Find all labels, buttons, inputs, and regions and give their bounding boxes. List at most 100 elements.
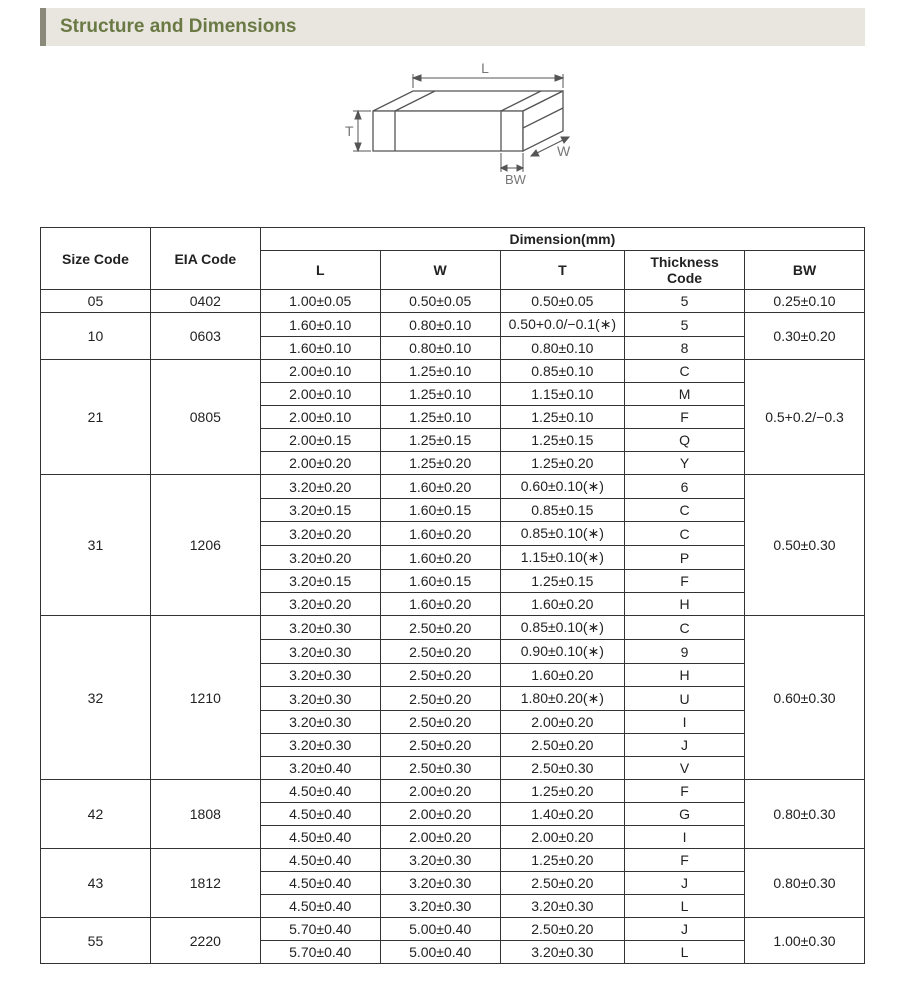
cell-eia: 0805 [150, 360, 260, 475]
cell-eia: 1206 [150, 475, 260, 616]
cell-L: 4.50±0.40 [260, 803, 380, 826]
cell-size: 05 [41, 290, 151, 313]
cell-T: 0.85±0.10(∗) [500, 522, 624, 546]
cell-eia: 0603 [150, 313, 260, 360]
cell-L: 2.00±0.10 [260, 406, 380, 429]
cell-T: 0.85±0.10 [500, 360, 624, 383]
cell-L: 4.50±0.40 [260, 872, 380, 895]
th-L: L [260, 251, 380, 290]
cell-bw: 0.5+0.2/−0.3 [745, 360, 865, 475]
table-row: 4218084.50±0.402.00±0.201.25±0.20F0.80±0… [41, 780, 865, 803]
th-tc: Thickness Code [625, 251, 745, 290]
cell-L: 4.50±0.40 [260, 849, 380, 872]
cell-tc: 6 [625, 475, 745, 499]
cell-L: 3.20±0.15 [260, 499, 380, 522]
cell-T: 3.20±0.30 [500, 941, 624, 964]
cell-size: 21 [41, 360, 151, 475]
cell-T: 0.80±0.10 [500, 337, 624, 360]
cell-L: 3.20±0.30 [260, 734, 380, 757]
cell-T: 1.25±0.20 [500, 849, 624, 872]
cell-tc: M [625, 383, 745, 406]
cell-W: 2.50±0.20 [380, 687, 500, 711]
table-row: 3212103.20±0.302.50±0.200.85±0.10(∗)C0.6… [41, 616, 865, 640]
cell-size: 10 [41, 313, 151, 360]
table-body: 0504021.00±0.050.50±0.050.50±0.0550.25±0… [41, 290, 865, 964]
cell-T: 1.25±0.15 [500, 570, 624, 593]
cell-tc: J [625, 918, 745, 941]
cell-W: 1.25±0.15 [380, 429, 500, 452]
cell-W: 2.50±0.30 [380, 757, 500, 780]
cell-size: 42 [41, 780, 151, 849]
cell-bw: 0.80±0.30 [745, 780, 865, 849]
th-eia: EIA Code [150, 228, 260, 290]
cell-W: 3.20±0.30 [380, 872, 500, 895]
table-row: 1006031.60±0.100.80±0.100.50+0.0/−0.1(∗)… [41, 313, 865, 337]
cell-T: 2.50±0.20 [500, 872, 624, 895]
cell-L: 3.20±0.20 [260, 475, 380, 499]
cell-T: 2.00±0.20 [500, 711, 624, 734]
cell-W: 1.60±0.20 [380, 546, 500, 570]
cell-tc: J [625, 872, 745, 895]
cell-T: 2.00±0.20 [500, 826, 624, 849]
cell-tc: L [625, 941, 745, 964]
dimension-diagram: L T W BW [0, 56, 905, 211]
cell-eia: 1812 [150, 849, 260, 918]
cell-W: 3.20±0.30 [380, 849, 500, 872]
cell-L: 2.00±0.10 [260, 360, 380, 383]
th-dim: Dimension(mm) [260, 228, 864, 251]
cell-T: 0.85±0.15 [500, 499, 624, 522]
cell-tc: C [625, 360, 745, 383]
cell-W: 1.25±0.10 [380, 383, 500, 406]
cell-eia: 0402 [150, 290, 260, 313]
cell-tc: C [625, 522, 745, 546]
cell-size: 55 [41, 918, 151, 964]
cell-T: 1.60±0.20 [500, 664, 624, 687]
cell-tc: 9 [625, 640, 745, 664]
cell-W: 2.50±0.20 [380, 616, 500, 640]
cell-L: 2.00±0.10 [260, 383, 380, 406]
cell-W: 5.00±0.40 [380, 918, 500, 941]
cell-tc: 5 [625, 290, 745, 313]
cell-tc: I [625, 826, 745, 849]
cell-T: 1.60±0.20 [500, 593, 624, 616]
cell-W: 2.00±0.20 [380, 826, 500, 849]
cell-W: 2.50±0.20 [380, 664, 500, 687]
cell-T: 2.50±0.30 [500, 757, 624, 780]
cell-tc: U [625, 687, 745, 711]
cell-W: 1.60±0.20 [380, 475, 500, 499]
cell-tc: L [625, 895, 745, 918]
diagram-label-BW: BW [505, 172, 527, 187]
table-row: 5522205.70±0.405.00±0.402.50±0.20J1.00±0… [41, 918, 865, 941]
cell-size: 32 [41, 616, 151, 780]
cell-L: 5.70±0.40 [260, 918, 380, 941]
cell-L: 4.50±0.40 [260, 895, 380, 918]
cell-T: 0.90±0.10(∗) [500, 640, 624, 664]
cell-tc: C [625, 499, 745, 522]
cell-L: 1.60±0.10 [260, 313, 380, 337]
cell-L: 2.00±0.20 [260, 452, 380, 475]
cell-T: 2.50±0.20 [500, 734, 624, 757]
cell-W: 1.60±0.20 [380, 522, 500, 546]
cell-W: 2.50±0.20 [380, 640, 500, 664]
cell-tc: V [625, 757, 745, 780]
cell-bw: 1.00±0.30 [745, 918, 865, 964]
cell-tc: F [625, 406, 745, 429]
dimensions-table: Size Code EIA Code Dimension(mm) L W T T… [40, 227, 865, 964]
cell-W: 2.50±0.20 [380, 734, 500, 757]
cell-tc: Y [625, 452, 745, 475]
cell-L: 3.20±0.15 [260, 570, 380, 593]
cell-tc: J [625, 734, 745, 757]
cell-L: 3.20±0.20 [260, 593, 380, 616]
cell-L: 3.20±0.30 [260, 711, 380, 734]
cell-tc: P [625, 546, 745, 570]
cell-bw: 0.60±0.30 [745, 616, 865, 780]
table-header: Size Code EIA Code Dimension(mm) L W T T… [41, 228, 865, 290]
cell-tc: G [625, 803, 745, 826]
cell-tc: H [625, 664, 745, 687]
table-row: 3112063.20±0.201.60±0.200.60±0.10(∗)60.5… [41, 475, 865, 499]
cell-L: 3.20±0.30 [260, 616, 380, 640]
cell-tc: F [625, 849, 745, 872]
cell-eia: 2220 [150, 918, 260, 964]
cell-bw: 0.80±0.30 [745, 849, 865, 918]
cell-bw: 0.25±0.10 [745, 290, 865, 313]
